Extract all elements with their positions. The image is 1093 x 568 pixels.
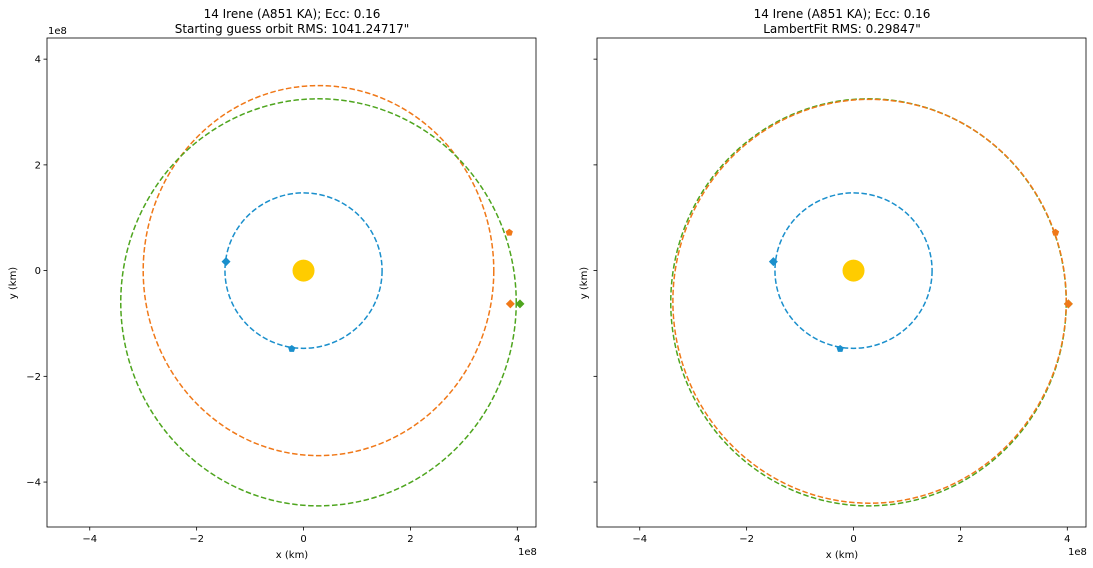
right-plot-panel: 14 Irene (A851 KA); Ecc: 0.16 LambertFit… — [579, 7, 1087, 561]
left-marker-pentagon-2 — [505, 228, 513, 236]
right-marker-diamond-4 — [1063, 299, 1073, 309]
left-marker-diamond-3 — [505, 299, 515, 309]
left-y-tick-label: −2 — [26, 372, 41, 383]
left-plot-panel: 14 Irene (A851 KA); Ecc: 0.16 Starting g… — [8, 7, 537, 561]
left-x-axis-label: x (km) — [276, 550, 309, 561]
right-x-tick-label: 4 — [1064, 534, 1070, 545]
left-marker-pentagon-1 — [288, 345, 296, 352]
right-x-axis-label: x (km) — [826, 550, 859, 561]
left-orbit-2 — [120, 98, 517, 507]
left-y-tick-label: 4 — [35, 55, 41, 66]
right-orbit-1 — [672, 98, 1067, 504]
right-marker-diamond-0 — [768, 257, 778, 267]
right-x-tick-label: 2 — [957, 534, 963, 545]
right-plot-title-line1: 14 Irene (A851 KA); Ecc: 0.16 — [754, 7, 931, 21]
right-x-offset-label: 1e8 — [1068, 547, 1087, 558]
right-plot-title-line2: LambertFit RMS: 0.29847" — [763, 22, 921, 36]
left-y-tick-label: 0 — [35, 266, 41, 277]
left-x-tick-label: 4 — [514, 534, 520, 545]
right-x-tick-label: −4 — [632, 534, 647, 545]
right-sun-marker — [842, 259, 865, 282]
left-plot-title-line2: Starting guess orbit RMS: 1041.24717" — [175, 22, 410, 36]
left-y-tick-label: −4 — [26, 478, 41, 489]
right-marker-pentagon-1 — [836, 345, 844, 352]
right-orbit-earth — [774, 192, 933, 350]
left-x-tick-label: 2 — [407, 534, 413, 545]
left-x-tick-label: 0 — [300, 534, 306, 545]
right-plot-area — [670, 98, 1067, 507]
left-y-tick-label: 2 — [35, 160, 41, 171]
left-orbit-0 — [224, 192, 383, 350]
left-sun-marker — [292, 259, 315, 282]
left-x-tick-label: −2 — [189, 534, 204, 545]
left-y-axis-label: y (km) — [8, 267, 19, 300]
left-plot-frame — [46, 37, 537, 528]
right-marker-pentagon-2 — [1051, 228, 1060, 236]
right-plot-frame — [596, 37, 1087, 528]
left-marker-diamond-0 — [221, 257, 231, 267]
right-y-axis-label: y (km) — [579, 267, 590, 300]
right-x-tick-label: 0 — [850, 534, 856, 545]
left-orbit-1 — [142, 84, 495, 457]
left-x-offset-label: 1e8 — [518, 547, 537, 558]
left-plot-title-line1: 14 Irene (A851 KA); Ecc: 0.16 — [204, 7, 381, 21]
left-plot-area — [120, 84, 517, 507]
left-marker-diamond-4 — [515, 299, 525, 309]
right-x-tick-label: −2 — [739, 534, 754, 545]
right-orbit-0 — [670, 98, 1067, 507]
left-x-tick-label: −4 — [82, 534, 97, 545]
left-y-offset-label: 1e8 — [48, 26, 67, 37]
